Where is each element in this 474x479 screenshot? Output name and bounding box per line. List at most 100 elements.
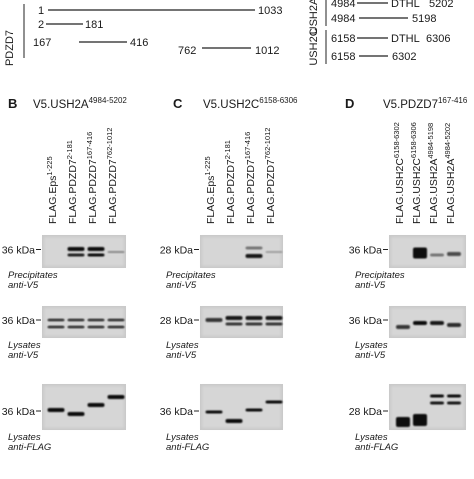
bait-range: 4984-5202 — [89, 96, 128, 105]
lane-name: FLAG.Eps — [47, 176, 59, 224]
construct-end: 416 — [130, 37, 148, 49]
blot-caption-sample: Lysates — [355, 340, 388, 351]
lane-range: 762-1012 — [263, 128, 272, 160]
panel-c: C V5.USH2C6158-6306 FLAG.Eps1-225 FLAG.PDZD… — [160, 96, 298, 453]
blot-caption-sample: Lysates — [8, 432, 41, 443]
protein-band — [430, 321, 444, 325]
lane-name: FLAG.USH2C — [411, 158, 423, 224]
construct-map-ush2a: USH2A 4984 DTHL 5202 4984 5198 — [308, 0, 453, 34]
protein-band — [225, 419, 243, 423]
gene-label-pdzd7: PDZD7 — [4, 30, 16, 66]
protein-band — [396, 417, 410, 427]
protein-band — [413, 414, 427, 426]
lane-label: FLAG.PDZD72-181 — [65, 140, 79, 224]
protein-band — [447, 323, 461, 327]
bait-title: V5.USH2A4984-5202 — [33, 96, 127, 111]
lane-range: 6158-6302 — [392, 122, 401, 158]
kda-marker: 36 kDa — [2, 315, 35, 327]
construct-map-ush2c: USH2C 6158 DTHL 6306 6158 6302 — [308, 28, 450, 65]
lane-name: FLAG.USH2C — [394, 158, 406, 224]
kda-marker: 36 kDa — [160, 406, 193, 418]
blot-caption-sample: Lysates — [355, 432, 388, 443]
blot-caption-antibody: anti-V5 — [8, 350, 39, 361]
panel-letter: C — [173, 96, 183, 111]
protein-band — [265, 251, 283, 253]
protein-band — [87, 247, 105, 251]
bait-range: 6158-6306 — [259, 96, 298, 105]
bait-name: V5.PDZD7 — [383, 99, 438, 111]
bait-name: V5.USH2C — [203, 99, 259, 111]
protein-band — [87, 403, 105, 407]
protein-band — [245, 322, 263, 326]
blot-caption-antibody: anti-FLAG — [355, 442, 398, 453]
blot-caption-sample: Lysates — [166, 432, 199, 443]
protein-band — [447, 252, 461, 256]
blot-caption-antibody: anti-V5 — [355, 280, 386, 291]
construct-map-pdzd7: PDZD7 1 1033 2 181 167 416 762 1012 — [4, 4, 282, 66]
panel-letter: D — [345, 96, 354, 111]
lane-label: FLAG.USH2A4984-5202 — [443, 123, 457, 224]
construct-end: 5198 — [412, 13, 436, 25]
lane-label: FLAG.USH2A4984-5198 — [426, 123, 440, 224]
lane-label: FLAG.Eps1-225 — [45, 156, 59, 224]
protein-band — [265, 400, 283, 404]
panel-b: B V5.USH2A4984-5202 FLAG.Eps1-225 FLAG.PDZD… — [2, 96, 128, 453]
blot-caption-antibody: anti-V5 — [355, 350, 386, 361]
blot-background — [391, 237, 464, 266]
protein-band — [67, 247, 85, 251]
panel-letter: B — [8, 96, 17, 111]
protein-band — [67, 318, 85, 322]
kda-marker: 36 kDa — [2, 245, 35, 257]
protein-band — [245, 246, 263, 250]
protein-band — [245, 316, 263, 320]
blot-caption-sample: Precipitates — [8, 270, 58, 281]
construct-start: 1 — [38, 5, 44, 17]
construct-start: 6158 — [331, 51, 355, 63]
protein-band — [205, 410, 223, 414]
protein-band — [245, 408, 263, 412]
lane-name: FLAG.USH2A — [445, 159, 457, 224]
lane-label: FLAG.PDZD7762-1012 — [105, 128, 119, 224]
protein-band — [67, 253, 85, 257]
protein-band — [87, 318, 105, 322]
lane-name: FLAG.Eps — [205, 176, 217, 224]
protein-band — [87, 253, 105, 257]
protein-band — [447, 394, 461, 398]
construct-start: 167 — [33, 37, 51, 49]
lane-label: FLAG.USH2C6158-6306 — [409, 122, 423, 224]
lane-name: FLAG.PDZD7 — [225, 159, 237, 224]
blot-caption-antibody: anti-V5 — [166, 280, 197, 291]
blot-caption-antibody: anti-V5 — [166, 350, 197, 361]
lane-range: 1-225 — [203, 156, 212, 175]
gene-label-ush2c: USH2C — [308, 28, 320, 65]
construct-end: 6306 — [426, 33, 450, 45]
protein-band — [67, 325, 85, 329]
protein-band — [87, 325, 105, 329]
blot-caption-sample: Lysates — [166, 340, 199, 351]
lane-range: 167-416 — [243, 132, 252, 160]
protein-band — [107, 395, 125, 399]
bait-title: V5.USH2C6158-6306 — [203, 96, 298, 111]
construct-domain: DTHL — [391, 33, 420, 45]
panel-d: D V5.PDZD7167-416FLAG.USH2C6158-6302FLAG.… — [345, 96, 468, 453]
blot-caption-sample: Precipitates — [355, 270, 405, 281]
gene-label-ush2a: USH2A — [308, 0, 320, 34]
protein-band — [225, 322, 243, 326]
protein-band — [430, 401, 444, 405]
protein-band — [47, 408, 65, 412]
protein-band — [413, 247, 427, 259]
lane-range: 4984-5202 — [443, 123, 452, 159]
construct-start: 6158 — [331, 33, 355, 45]
protein-band — [47, 325, 65, 329]
lane-range: 2-181 — [65, 140, 74, 159]
bait-title: V5.PDZD7167-416 — [383, 96, 468, 111]
protein-band — [225, 316, 243, 320]
